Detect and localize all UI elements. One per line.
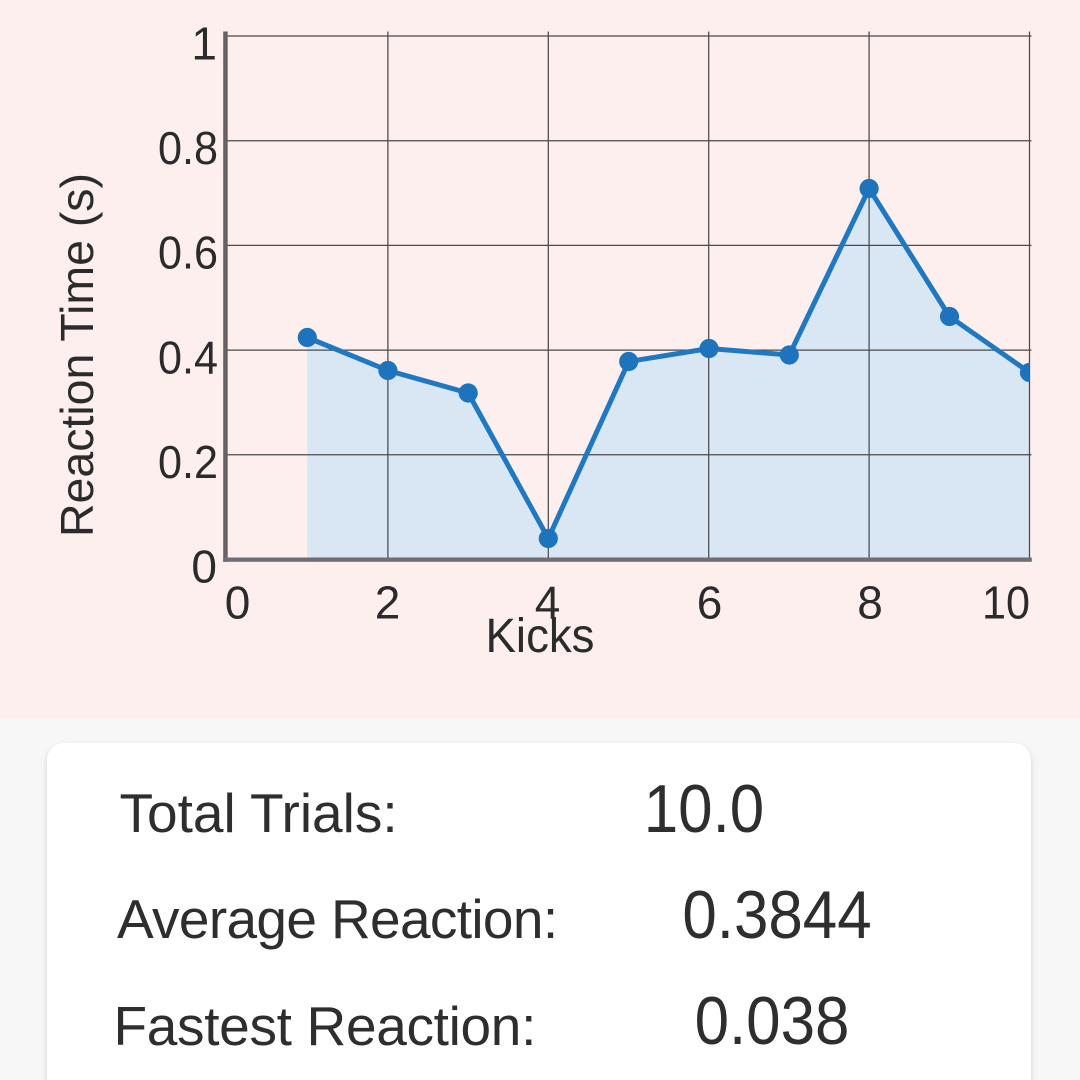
svg-text:1: 1 [191, 17, 217, 69]
svg-text:6: 6 [697, 577, 723, 629]
svg-text:2: 2 [375, 577, 401, 629]
svg-text:10: 10 [982, 577, 1030, 629]
svg-text:0: 0 [225, 577, 251, 629]
svg-text:0.8: 0.8 [158, 122, 218, 174]
svg-text:8: 8 [857, 577, 883, 629]
svg-text:Kicks: Kicks [486, 610, 595, 663]
svg-text:0.4: 0.4 [158, 331, 218, 383]
svg-text:Reaction Time (s): Reaction Time (s) [51, 173, 103, 537]
svg-text:0.6: 0.6 [158, 227, 218, 279]
svg-text:0: 0 [191, 541, 217, 593]
svg-text:0.2: 0.2 [158, 436, 218, 488]
svg-text:4: 4 [535, 577, 561, 629]
